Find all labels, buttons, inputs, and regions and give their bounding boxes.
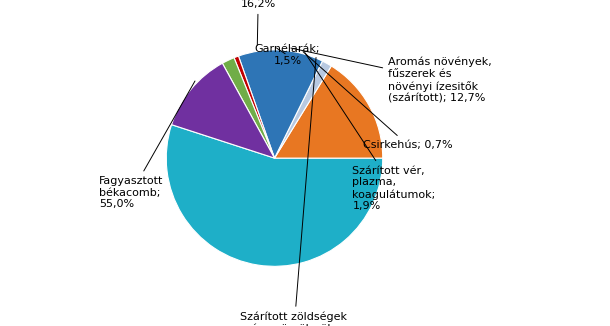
Text: Baromfibelsőség;
16,2%: Baromfibelsőség; 16,2%	[210, 0, 306, 45]
Wedge shape	[171, 63, 274, 158]
Wedge shape	[167, 125, 382, 266]
Text: Szárított zöldségek
és gyümölcsök;
12,0%: Szárított zöldségek és gyümölcsök; 12,0%	[240, 57, 348, 326]
Text: Garnélarák;
1,5%: Garnélarák; 1,5%	[255, 44, 320, 66]
Text: Aromás növények,
fűszerek és
növényi ízesitők
(szárított); 12,7%: Aromás növények, fűszerek és növényi íze…	[291, 48, 492, 103]
Wedge shape	[274, 66, 382, 158]
Text: Szárított vér,
plazma,
koagulátumok;
1,9%: Szárított vér, plazma, koagulátumok; 1,9…	[305, 53, 436, 211]
Wedge shape	[239, 50, 323, 158]
Wedge shape	[274, 61, 331, 158]
Text: Csirkehús; 0,7%: Csirkehús; 0,7%	[303, 52, 453, 150]
Text: Fagyasztott
békacomb;
55,0%: Fagyasztott békacomb; 55,0%	[99, 81, 195, 209]
Wedge shape	[234, 56, 274, 158]
Wedge shape	[223, 58, 274, 158]
